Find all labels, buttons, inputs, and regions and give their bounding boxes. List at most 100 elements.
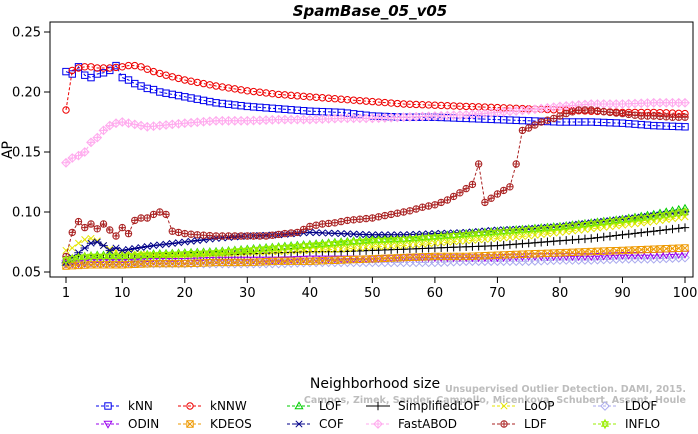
legend-label-loop: LoOP <box>524 399 555 413</box>
point-inflo-56 <box>405 233 414 245</box>
point-loop-56 <box>406 241 414 249</box>
point-ldf-35 <box>274 230 283 239</box>
point-ldf-20 <box>181 229 189 238</box>
point-ldf-85 <box>587 106 595 114</box>
point-inflo-71 <box>499 226 508 238</box>
point-loop-51 <box>375 243 383 251</box>
point-ldf-75 <box>524 124 533 132</box>
legend-item-loop: LoOP <box>492 399 555 413</box>
point-ldf-8 <box>106 226 114 234</box>
legend-marker-ldof <box>600 401 610 411</box>
point-simplifiedlof-86 <box>593 233 602 242</box>
legend-marker-inflo <box>600 418 610 430</box>
point-inflo-77 <box>537 223 546 235</box>
point-knnw-14 <box>143 65 151 73</box>
point-simplifiedlof-92 <box>630 229 640 238</box>
point-ldf-4 <box>81 223 89 232</box>
point-knnw-13 <box>137 63 145 71</box>
legend-marker-odin <box>103 420 113 429</box>
point-ldf-12 <box>131 216 139 225</box>
point-inflo-51 <box>374 235 383 246</box>
point-ldf-96 <box>656 112 664 121</box>
point-inflo-74 <box>518 225 527 236</box>
point-ldf-74 <box>518 126 527 135</box>
point-inflo-44 <box>330 238 339 249</box>
point-ldf-79 <box>549 114 558 123</box>
point-loop-2 <box>68 244 76 252</box>
legend: kNN kNNW LOF SimplifiedLOF LoOP LDOF ODIN KDEOS… <box>96 399 660 431</box>
point-cof-7 <box>99 242 108 250</box>
point-loop-76 <box>531 231 539 239</box>
x-tick-label-40: 40 <box>302 286 319 301</box>
point-ldf-42 <box>318 220 327 228</box>
series-line-loop <box>65 216 686 256</box>
point-simplifiedlof-97 <box>662 225 671 234</box>
point-odin-34 <box>267 256 277 265</box>
point-ldf-73 <box>512 160 520 168</box>
point-ldf-6 <box>93 225 101 233</box>
legend-marker-ldf <box>500 420 508 428</box>
point-inflo-13 <box>137 250 146 261</box>
point-inflo-93 <box>637 212 646 224</box>
point-ldf-2 <box>68 228 76 237</box>
point-inflo-65 <box>462 229 471 241</box>
y-tick-label-3: 0.20 <box>12 86 41 101</box>
point-loop-55 <box>400 242 408 250</box>
point-ldf-30 <box>243 232 252 240</box>
point-ldf-26 <box>218 232 227 240</box>
y-axis-label: AP <box>0 141 16 159</box>
point-cof-6 <box>93 238 102 246</box>
point-odin-57 <box>411 254 421 263</box>
point-loop-14 <box>143 251 151 259</box>
point-inflo-23 <box>199 247 208 259</box>
point-ldf-72 <box>506 183 514 191</box>
point-ldf-46 <box>343 216 352 225</box>
point-ldf-70 <box>493 190 502 198</box>
point-ldf-63 <box>449 192 458 201</box>
point-inflo-7 <box>99 251 108 262</box>
point-odin-84 <box>580 253 590 262</box>
point-loop-62 <box>443 238 451 246</box>
point-loop-54 <box>393 242 401 250</box>
x-tick-label-80: 80 <box>552 286 569 301</box>
point-inflo-52 <box>380 235 389 246</box>
series-line-ldof <box>65 257 686 265</box>
series-inflo <box>61 206 690 266</box>
point-ldf-86 <box>593 107 602 115</box>
point-ldf-67 <box>474 160 483 168</box>
point-odin-44 <box>330 255 340 264</box>
point-loop-64 <box>456 237 464 245</box>
legend-item-knn: kNN <box>96 399 153 413</box>
point-ldf-77 <box>537 118 545 126</box>
point-ldf-31 <box>249 232 258 240</box>
point-kdeos-94 <box>643 245 652 254</box>
y-tick-label-4: 0.25 <box>12 26 41 41</box>
point-ldf-78 <box>543 116 552 124</box>
point-odin-87 <box>599 252 609 261</box>
legend-marker-lof <box>294 401 304 410</box>
legend-marker-fastabod <box>373 419 383 429</box>
legend-label-cof: COF <box>319 417 344 431</box>
point-inflo-42 <box>318 239 327 250</box>
point-inflo-55 <box>399 234 408 245</box>
point-inflo-73 <box>512 225 521 237</box>
point-ldf-89 <box>612 109 620 117</box>
legend-item-knnw: kNNW <box>178 399 247 413</box>
point-ldf-41 <box>312 221 320 229</box>
point-cof-20 <box>180 238 189 246</box>
point-inflo-86 <box>593 217 602 229</box>
point-ldf-69 <box>487 194 495 202</box>
legend-label-knn: kNN <box>128 399 153 413</box>
point-inflo-97 <box>662 209 671 221</box>
point-cof-13 <box>136 243 146 252</box>
point-ldf-55 <box>399 208 408 216</box>
point-cof-14 <box>143 243 152 251</box>
point-inflo-57 <box>412 233 421 244</box>
point-inflo-3 <box>74 252 83 263</box>
point-loop-71 <box>500 234 508 242</box>
point-simplifiedlof-91 <box>624 229 633 239</box>
point-odin-90 <box>617 252 628 260</box>
point-inflo-87 <box>599 217 608 228</box>
point-inflo-90 <box>618 215 627 226</box>
point-ldf-91 <box>625 110 633 119</box>
